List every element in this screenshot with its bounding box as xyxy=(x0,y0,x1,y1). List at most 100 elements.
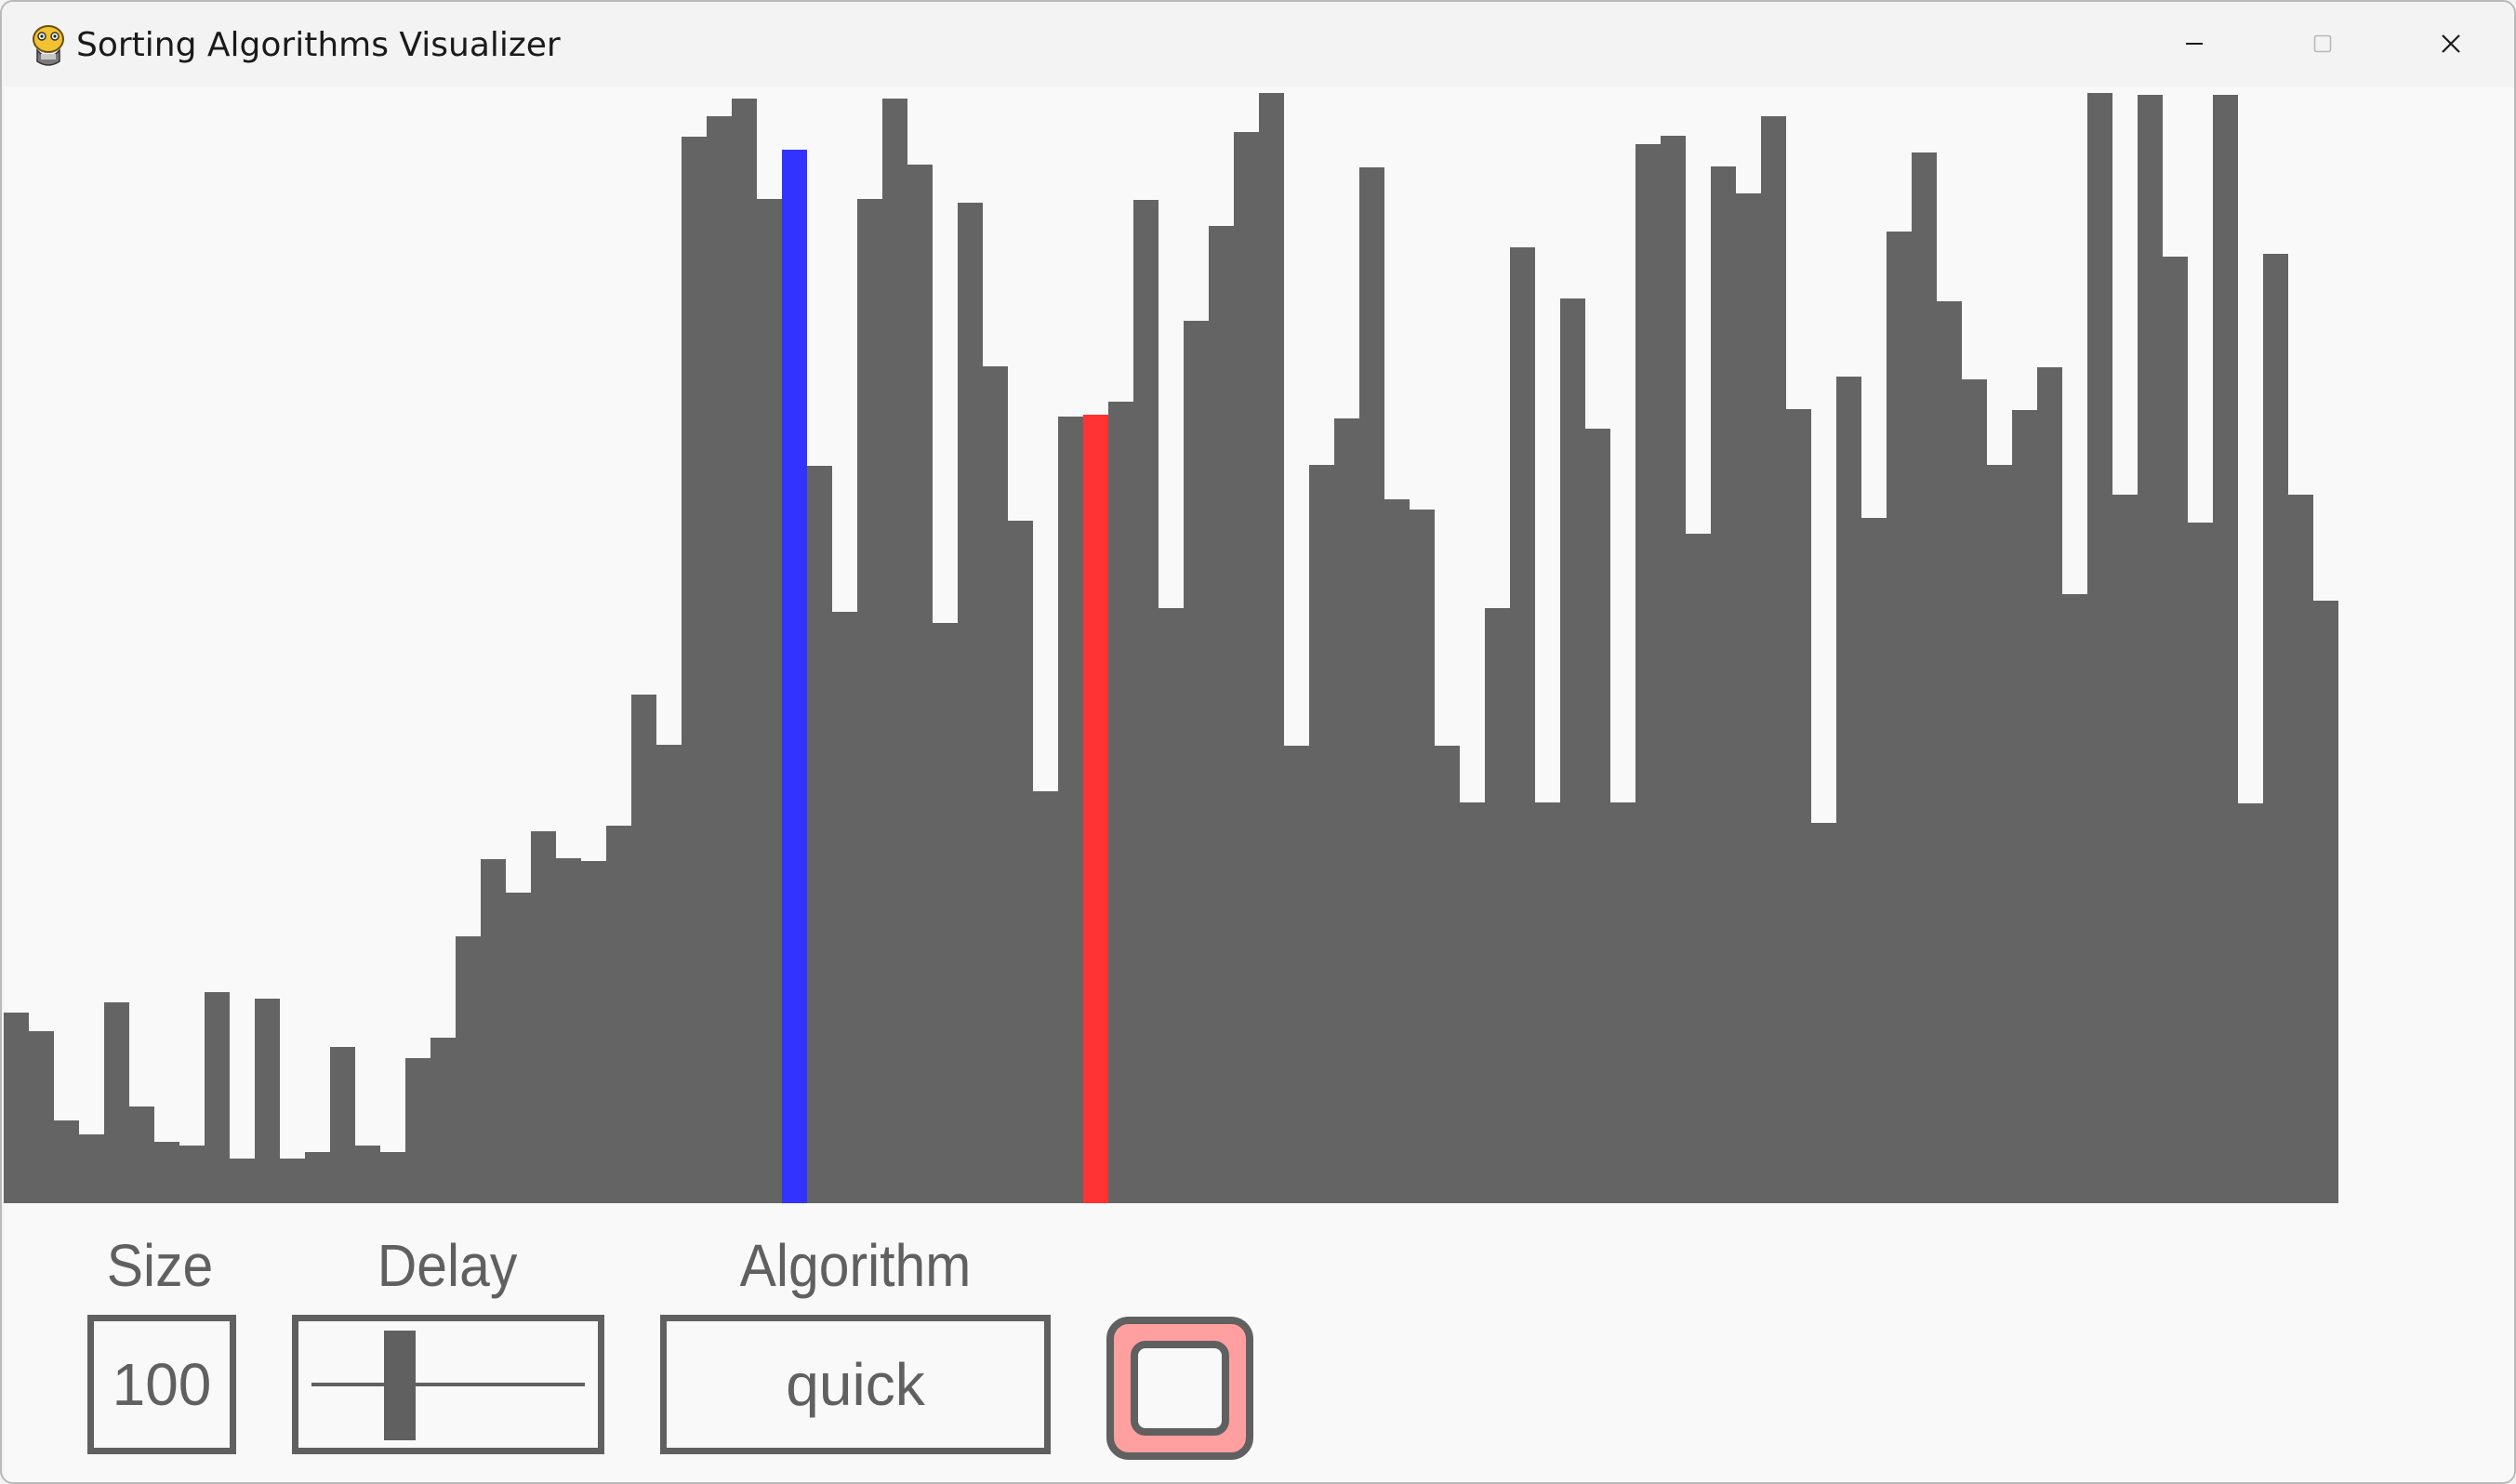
array-bar xyxy=(656,745,682,1203)
visualizer-canvas xyxy=(4,87,2514,1482)
array-bar xyxy=(1635,144,1661,1203)
array-bar xyxy=(1535,802,1560,1203)
array-bar xyxy=(1811,823,1836,1203)
array-bar xyxy=(556,858,581,1203)
array-bar xyxy=(456,936,481,1203)
array-bar xyxy=(1736,193,1761,1203)
array-bar xyxy=(405,1058,430,1203)
array-bar xyxy=(1410,510,1435,1203)
array-bar xyxy=(154,1142,179,1203)
array-bar xyxy=(1284,746,1309,1203)
array-bar xyxy=(380,1152,405,1203)
stop-square-icon xyxy=(1131,1341,1229,1436)
array-bar xyxy=(682,137,707,1203)
array-bar xyxy=(1334,418,1359,1203)
algorithm-value: quick xyxy=(786,1351,925,1418)
array-bar xyxy=(355,1146,380,1203)
array-bar xyxy=(1033,791,1058,1203)
close-button[interactable] xyxy=(2388,2,2514,86)
array-bar xyxy=(1359,167,1384,1203)
array-bar xyxy=(732,99,757,1203)
array-bar xyxy=(280,1159,305,1203)
array-bar xyxy=(1184,321,1209,1203)
array-bar xyxy=(1861,518,1887,1203)
array-bar xyxy=(882,99,907,1203)
array-bar xyxy=(205,992,230,1203)
array-bar xyxy=(29,1031,54,1203)
array-bar xyxy=(54,1120,79,1203)
array-bar xyxy=(807,466,832,1203)
array-bar xyxy=(757,199,782,1203)
bar-chart xyxy=(4,93,2338,1203)
array-bar xyxy=(79,1134,104,1203)
array-bar xyxy=(832,612,857,1203)
array-bar xyxy=(230,1159,255,1203)
array-bar xyxy=(907,165,933,1203)
window-title: Sorting Algorithms Visualizer xyxy=(76,26,561,64)
array-bar xyxy=(1962,379,1987,1203)
array-bar xyxy=(2087,93,2112,1203)
slider-track xyxy=(311,1383,585,1386)
array-bar xyxy=(1711,166,1736,1203)
array-bar xyxy=(1937,301,1962,1203)
array-bar xyxy=(2163,257,2188,1203)
array-bar xyxy=(305,1152,330,1203)
array-bar xyxy=(255,999,280,1203)
array-bar xyxy=(2188,523,2213,1203)
array-bar xyxy=(1836,377,1861,1203)
array-bar xyxy=(1159,608,1184,1203)
array-bar xyxy=(1987,465,2012,1203)
array-bar xyxy=(104,1002,129,1203)
array-bar xyxy=(1560,298,1585,1203)
array-bar xyxy=(707,116,732,1203)
maximize-button[interactable] xyxy=(2259,2,2386,86)
array-bar xyxy=(506,893,531,1203)
array-bar xyxy=(631,695,656,1203)
array-bar xyxy=(2112,495,2138,1203)
algorithm-label: Algorithm xyxy=(739,1232,972,1299)
array-bar xyxy=(1435,746,1460,1203)
array-bar xyxy=(1108,402,1133,1203)
array-bar xyxy=(531,831,556,1203)
size-input[interactable]: 100 xyxy=(87,1315,236,1454)
array-bar xyxy=(1485,608,1510,1203)
array-bar xyxy=(1661,136,1686,1203)
delay-slider[interactable] xyxy=(292,1315,604,1454)
array-bar xyxy=(2012,410,2037,1203)
array-bar xyxy=(2062,594,2087,1203)
array-bar xyxy=(1761,116,1786,1203)
array-bar xyxy=(1309,465,1334,1203)
array-bar xyxy=(179,1146,205,1203)
array-bar xyxy=(1008,521,1033,1203)
array-bar xyxy=(1133,200,1159,1203)
array-bar xyxy=(1786,409,1811,1203)
start-stop-button[interactable] xyxy=(1106,1317,1253,1460)
array-bar xyxy=(1686,534,1711,1203)
delay-label: Delay xyxy=(377,1232,518,1299)
minimize-button[interactable] xyxy=(2131,2,2258,86)
minimize-icon xyxy=(2186,43,2203,45)
slider-thumb[interactable] xyxy=(384,1331,416,1440)
array-bar xyxy=(1384,499,1410,1203)
array-bar xyxy=(782,150,807,1203)
title-bar[interactable]: Sorting Algorithms Visualizer xyxy=(2,2,2514,87)
array-bar xyxy=(1585,429,1610,1203)
array-bar xyxy=(581,861,606,1203)
array-bar xyxy=(1610,802,1635,1203)
algorithm-dropdown[interactable]: quick xyxy=(660,1315,1051,1454)
maximize-icon xyxy=(2313,34,2332,53)
size-value: 100 xyxy=(112,1351,212,1418)
array-bar xyxy=(1460,802,1485,1203)
array-bar xyxy=(2138,95,2163,1203)
array-bar xyxy=(1209,226,1234,1203)
array-bar xyxy=(1234,132,1259,1203)
close-icon xyxy=(2442,34,2460,53)
array-bar xyxy=(1510,247,1535,1203)
array-bar xyxy=(857,199,882,1203)
array-bar xyxy=(1912,152,1937,1203)
array-bar xyxy=(430,1038,456,1203)
array-bar xyxy=(958,203,983,1203)
array-bar xyxy=(330,1047,355,1203)
array-bar xyxy=(2037,367,2062,1203)
